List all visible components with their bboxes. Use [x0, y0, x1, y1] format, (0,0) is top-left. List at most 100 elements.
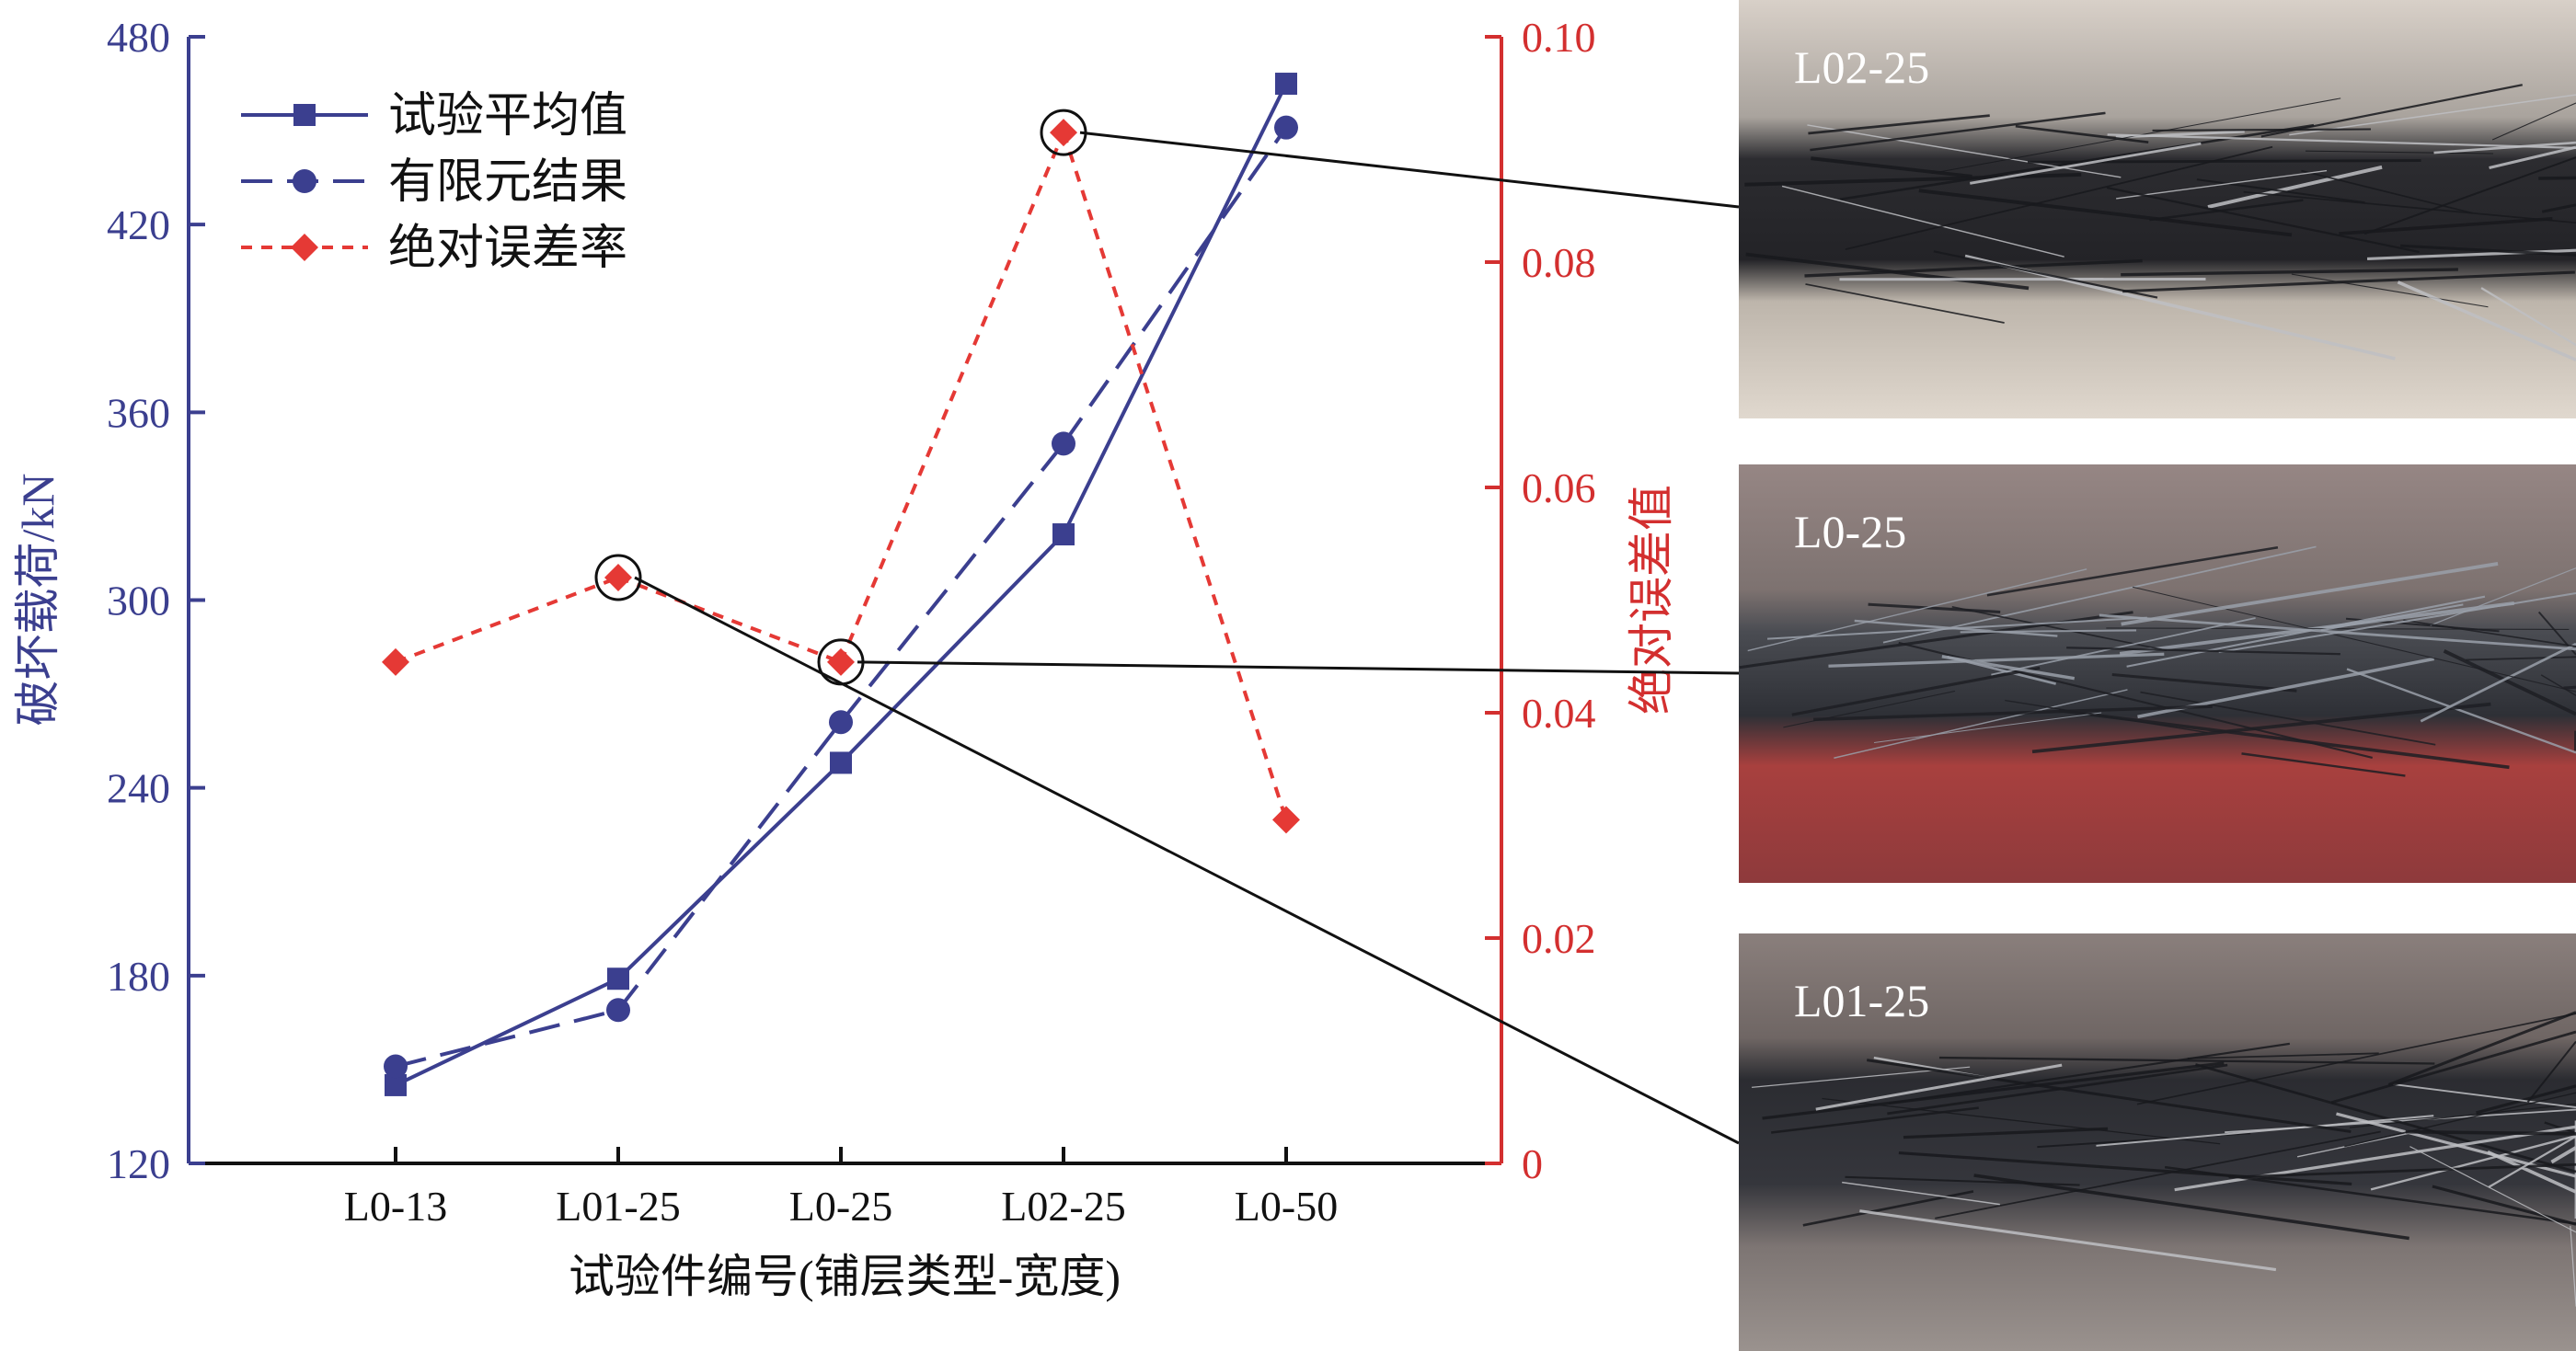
right-tick-label: 0.10: [1522, 14, 1596, 61]
series-line-segment: [395, 1008, 619, 1069]
fiber-strand: [2122, 270, 2575, 293]
fiber-strand: [1986, 545, 2279, 597]
data-point: [604, 564, 632, 591]
legend-marker: [291, 234, 318, 261]
fiber-strand: [1991, 617, 2256, 676]
fiber-strand: [1762, 1061, 2225, 1120]
fiber-strand: [2136, 1013, 2576, 1105]
fiber-strand: [2370, 1134, 2576, 1191]
fiber-strand: [1842, 1181, 2000, 1206]
right-tick-label: 0.08: [1522, 239, 1596, 286]
fiber-strand: [2420, 642, 2576, 723]
fiber-strand: [2027, 159, 2421, 164]
x-axis-title: 试验件编号(铺层类型-宽度): [569, 1251, 1121, 1302]
series-line-segment: [395, 977, 619, 1087]
fiber-strand: [1935, 1130, 2381, 1219]
fiber-strand: [2570, 1225, 2576, 1307]
fiber-strand: [2403, 619, 2576, 647]
fiber-strand: [2488, 1135, 2576, 1188]
series-line-segment: [616, 720, 843, 1012]
right-axis-title: 绝对误差值: [1626, 485, 1677, 715]
x-tick-label: L0-13: [344, 1183, 447, 1230]
fiber-strand: [2540, 674, 2576, 696]
left-tick-label: 240: [107, 765, 170, 812]
photo-label: L01-25: [1794, 975, 1929, 1026]
fiber-strand: [1791, 666, 2041, 716]
fiber-strand: [2106, 186, 2420, 254]
fiber-strand: [2218, 592, 2576, 654]
fiber-strand: [1888, 1042, 2290, 1105]
fiber-strand: [2405, 1129, 2576, 1136]
fiber-strand: [2544, 1121, 2576, 1135]
fiber-strand: [2433, 141, 2576, 155]
x-tick-label: L0-50: [1235, 1183, 1338, 1230]
fiber-strand: [1960, 629, 2137, 634]
fiber-strand: [1822, 1097, 2221, 1145]
fiber-strand: [1845, 1175, 2080, 1186]
data-point: [382, 647, 409, 676]
fiber-strand: [1898, 1151, 2352, 1185]
legend-marker: [293, 104, 316, 126]
x-tick-label: L02-25: [1001, 1183, 1125, 1230]
series-3: [382, 119, 1300, 834]
fiber-strand: [2550, 1146, 2576, 1164]
data-point: [1274, 115, 1298, 140]
plot-frame: [187, 37, 1503, 1165]
right-tick-label: 0.04: [1522, 690, 1596, 737]
left-tick-label: 480: [107, 14, 170, 61]
series-line-segment: [1062, 132, 1288, 820]
fiber-strand: [1747, 568, 2087, 652]
fiber-strand: [2152, 128, 2371, 132]
fiber-strand: [1859, 1209, 2277, 1272]
fiber-strand: [2196, 178, 2365, 204]
fiber-strand: [2106, 627, 2570, 631]
right-tick-label: 0.02: [1522, 915, 1596, 962]
fiber-strand: [1933, 250, 2158, 299]
fiber-strand: [2291, 273, 2489, 308]
failure-photo-1: L02-25: [1739, 0, 2576, 418]
right-axis-ticks: 0 0.02 0.04 0.06 0.08 0.10: [1485, 14, 1596, 1187]
fiber-strand: [1811, 156, 1972, 178]
fiber-strand: [2346, 668, 2576, 754]
fiber-strand: [1868, 602, 2001, 614]
left-tick-label: 120: [107, 1140, 170, 1187]
left-axis-ticks: 120 180 240 300 360 420 480: [107, 14, 205, 1187]
fiber-strand: [2031, 702, 2491, 754]
left-tick-label: 420: [107, 201, 170, 248]
fiber-strand: [2399, 244, 2576, 257]
fiber-strand: [2228, 1162, 2576, 1179]
series-1: [385, 73, 1297, 1096]
fiber-strand: [1970, 142, 2202, 185]
x-axis-ticks: L0-13 L01-25 L0-25 L02-25 L0-50: [344, 1147, 1338, 1230]
fiber-strand: [2491, 102, 2576, 141]
fiber-strand: [2397, 281, 2576, 361]
callout-line: [1079, 131, 1740, 209]
series-2: [384, 115, 1298, 1079]
fiber-strand: [1873, 712, 2102, 743]
fiber-strand: [1815, 1063, 2063, 1111]
fiber-strand: [2339, 216, 2553, 235]
fiber-strand: [2563, 685, 2576, 690]
fiber-strand: [1903, 1127, 2109, 1139]
data-point: [1052, 523, 1075, 546]
photo-background: [1739, 933, 2576, 1351]
series-line-segment: [839, 532, 1065, 764]
data-point: [1050, 119, 1077, 147]
legend-label: 试验平均值: [388, 90, 627, 143]
fiber-strand: [2393, 1083, 2576, 1108]
fiber-strand: [1804, 258, 2143, 278]
series-line-segment: [616, 761, 843, 980]
fiber-strand: [2195, 1063, 2576, 1174]
fiber-strand: [2538, 176, 2576, 180]
fiber-strand: [1783, 690, 1956, 728]
fiber-strand: [1828, 652, 2165, 668]
fiber-strand: [2387, 1011, 2576, 1086]
fiber-strand: [2476, 1084, 2576, 1115]
fiber-strand: [2344, 1092, 2576, 1148]
fiber-strand: [2174, 1125, 2576, 1192]
data-point: [827, 647, 855, 676]
fiber-strand: [2330, 1030, 2576, 1105]
fiber-strand: [1973, 1174, 2409, 1241]
failure-photo-3: L01-25: [1739, 933, 2576, 1351]
